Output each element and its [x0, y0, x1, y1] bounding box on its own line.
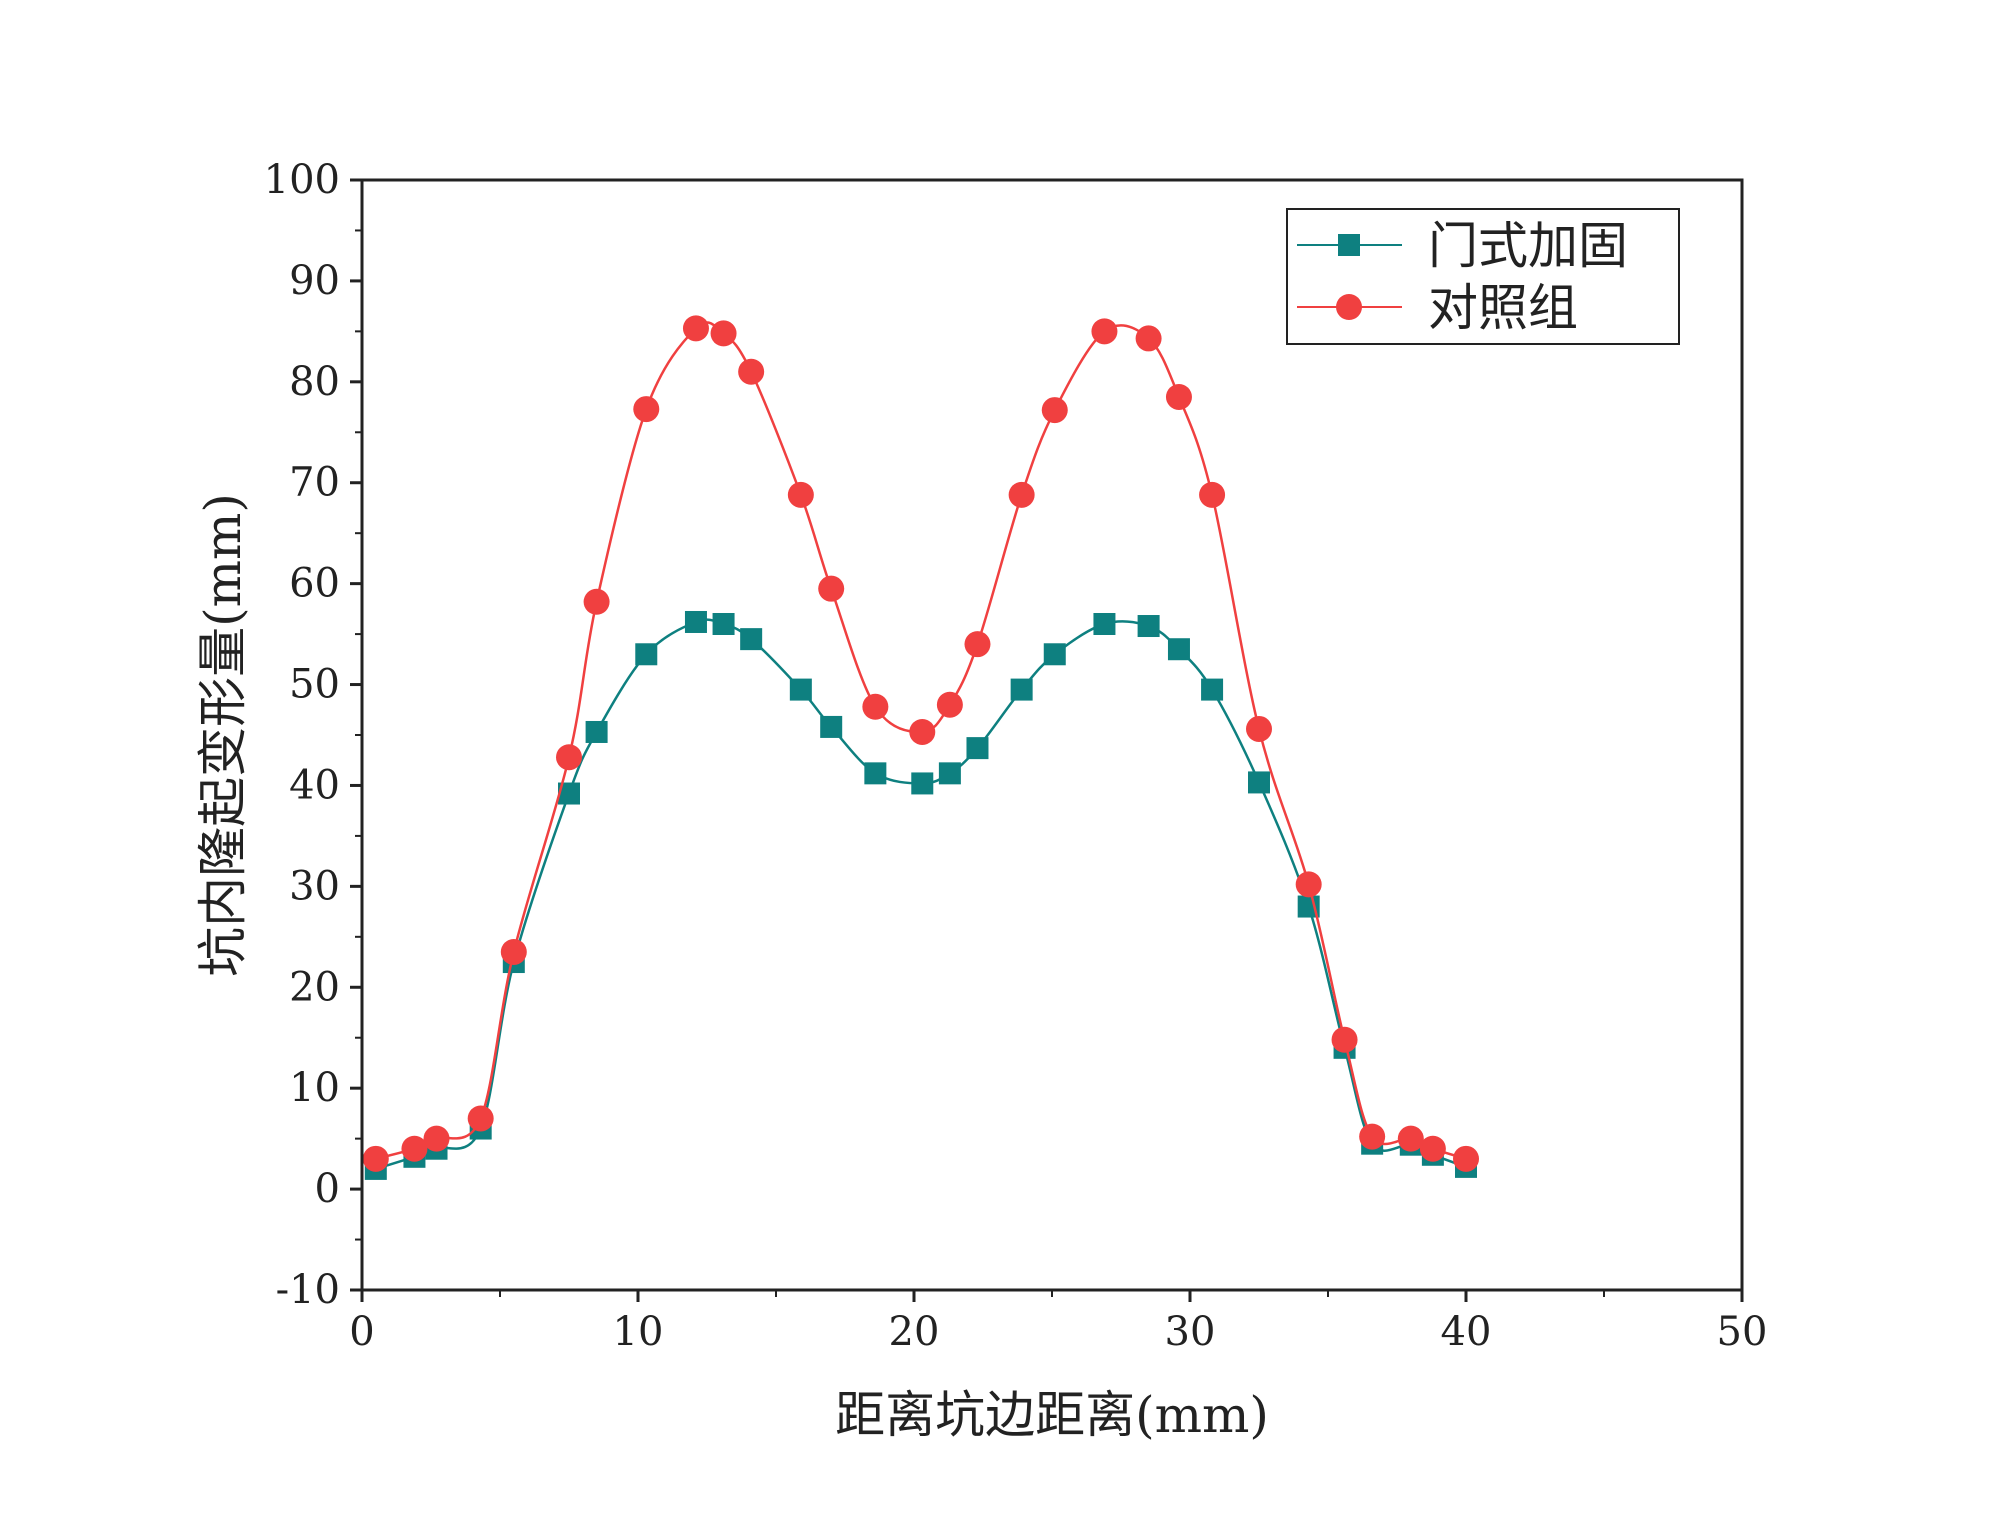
x-axis-title: 距离坑边距离(mm) — [835, 1386, 1269, 1444]
series-2-point — [423, 1125, 450, 1152]
series-1-point — [1201, 678, 1224, 701]
series-2-point — [500, 938, 527, 965]
series-2-point — [556, 744, 582, 771]
plot-frame — [360, 178, 1744, 1292]
series-1-point — [864, 762, 887, 785]
series-1-point — [1167, 638, 1190, 661]
y-tick-label: 100 — [264, 157, 340, 203]
series-2-point — [583, 588, 610, 615]
series-1-point — [789, 678, 812, 701]
legend: 门式加固 对照组 — [1286, 208, 1680, 345]
plot-area — [362, 315, 1479, 1180]
series-2-point — [467, 1105, 494, 1132]
series-2-point — [1453, 1145, 1479, 1172]
series-2-point — [1008, 481, 1035, 508]
legend-box — [1286, 208, 1680, 345]
legend-marker-series-2 — [1336, 294, 1362, 320]
series-1-point — [635, 643, 658, 666]
legend-label-series-2: 对照组 — [1428, 279, 1578, 337]
y-tick-label: 70 — [289, 460, 340, 506]
x-tick-label: 50 — [1717, 1309, 1768, 1355]
series-2-point — [1295, 871, 1322, 898]
series-1-point — [938, 762, 961, 785]
series-1-point — [911, 772, 934, 795]
series-2-point — [818, 575, 845, 602]
series-2-point — [682, 315, 709, 342]
series-2-point — [738, 358, 765, 385]
series-1-point — [712, 613, 735, 635]
series-2-point — [862, 693, 889, 720]
series-2-point — [710, 320, 737, 347]
series-2-point — [909, 718, 936, 745]
series-1-point — [684, 610, 707, 633]
x-tick-label: 40 — [1441, 1309, 1492, 1355]
y-tick-label: 40 — [289, 762, 340, 808]
series-1-point — [1043, 643, 1066, 666]
series-1-point — [740, 628, 763, 651]
series-2-point — [1091, 318, 1118, 345]
y-tick-label: 50 — [289, 662, 340, 708]
series-2-point — [1165, 383, 1192, 410]
series-2-point — [362, 1145, 389, 1172]
series-2-point — [964, 631, 991, 658]
series-2-point — [633, 396, 660, 423]
series-1-line — [375, 618, 1467, 1171]
series-2-point — [1041, 397, 1068, 424]
series-1-point — [1137, 615, 1160, 638]
x-tick-label: 0 — [349, 1309, 374, 1355]
series-1-point — [820, 715, 843, 738]
y-tick-label: 20 — [289, 964, 340, 1010]
y-tick-label: 90 — [289, 258, 340, 304]
y-tick-label: 80 — [289, 359, 340, 405]
x-tick-label: 10 — [613, 1309, 664, 1355]
y-tick-label: 30 — [289, 863, 340, 909]
series-1-point — [1248, 771, 1270, 794]
series-1-point — [1093, 613, 1116, 635]
y-axis-title: 坑内隆起变形量(mm) — [194, 493, 252, 977]
series-2-point — [1199, 481, 1226, 508]
series-2-point — [936, 691, 963, 718]
legend-label-series-1: 门式加固 — [1428, 217, 1628, 275]
y-tick-label: 10 — [289, 1065, 340, 1111]
series-2-point — [1331, 1026, 1358, 1053]
series-1-point — [966, 737, 989, 760]
series-2-point — [1419, 1135, 1446, 1162]
y-tick-label: 60 — [289, 561, 340, 607]
y-tick-label: 0 — [315, 1166, 340, 1212]
series-2-point — [1397, 1125, 1424, 1152]
series-2-point — [1135, 325, 1162, 352]
series-2-point — [1359, 1123, 1386, 1150]
series-2-point — [787, 481, 814, 508]
series-2-point — [1246, 715, 1272, 742]
legend-marker-series-1 — [1338, 234, 1360, 256]
series-1-point — [558, 782, 580, 805]
series-1-point — [585, 720, 608, 743]
x-tick-label: 30 — [1165, 1309, 1216, 1355]
x-tick-label: 20 — [889, 1309, 940, 1355]
series-2-point — [401, 1135, 428, 1162]
y-tick-label: -10 — [276, 1267, 340, 1313]
series-1-point — [1010, 678, 1033, 701]
